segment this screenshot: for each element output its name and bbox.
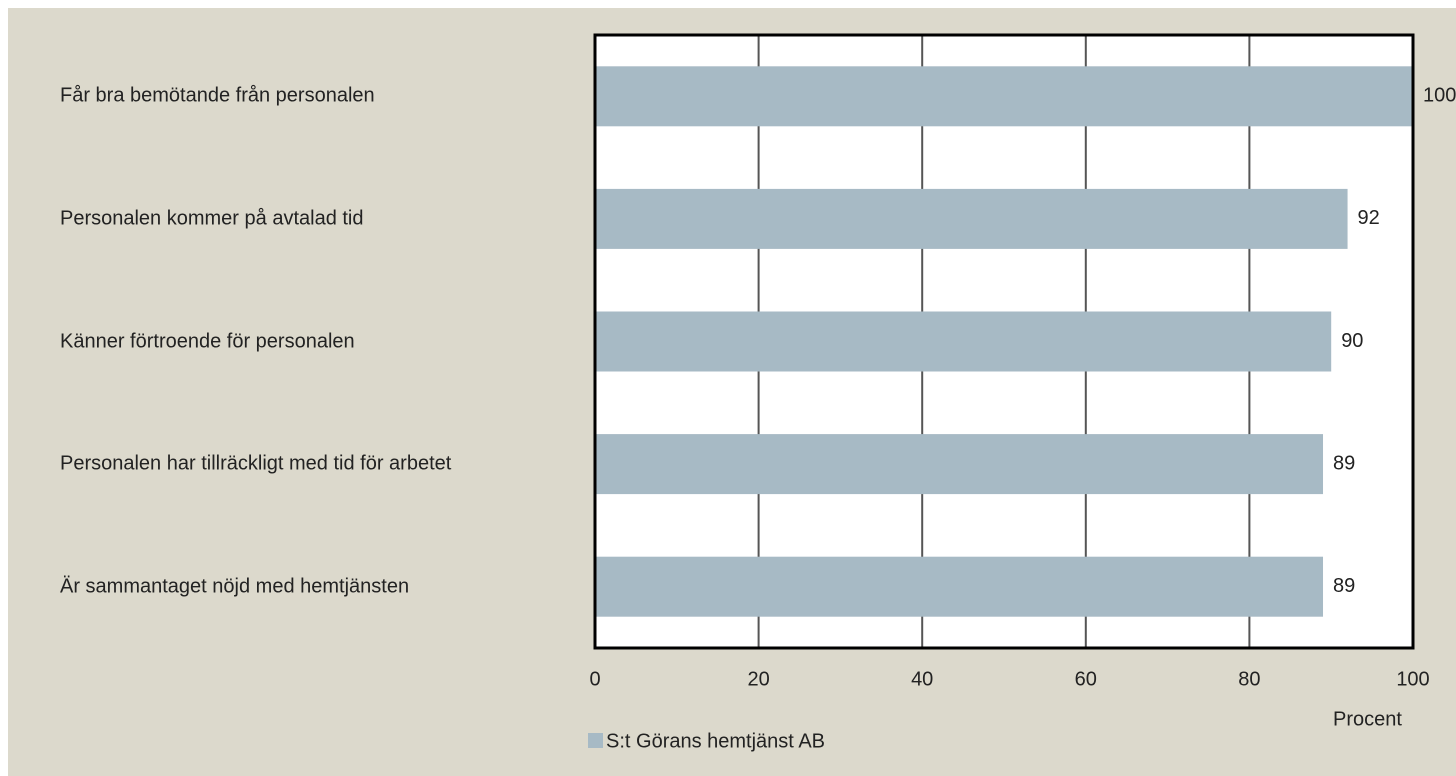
legend-label: S:t Görans hemtjänst AB <box>606 730 825 752</box>
x-tick-label: 40 <box>911 668 933 690</box>
x-tick-label: 80 <box>1238 668 1260 690</box>
plot-border <box>593 33 1415 650</box>
category-label: Känner förtroende för personalen <box>60 330 355 352</box>
value-label: 90 <box>1341 330 1363 352</box>
chart: 0 20 40 60 80 100 100 92 90 89 89 Procent S:t Görans… <box>588 33 1456 752</box>
value-label: 89 <box>1333 452 1355 474</box>
bar <box>595 66 1413 127</box>
category-label: Får bra bemötande från personalen <box>60 84 375 107</box>
bar <box>595 556 1324 617</box>
x-tick-label: 100 <box>1396 668 1429 690</box>
x-tick-label: 60 <box>1075 668 1097 690</box>
value-label: 89 <box>1333 575 1355 597</box>
bar <box>595 434 1324 495</box>
bar <box>595 188 1348 249</box>
value-label: 92 <box>1358 207 1380 229</box>
category-label: Personalen kommer på avtalad tid <box>60 207 364 230</box>
value-label: 100 <box>1423 85 1456 107</box>
category-label: Personalen har tillräckligt med tid för … <box>60 452 452 475</box>
bar <box>595 311 1332 372</box>
x-tick-label: 0 <box>589 668 600 690</box>
category-label: Är sammantaget nöjd med hemtjänsten <box>60 575 410 598</box>
chart-panel: 0 20 40 60 80 100 100 92 90 89 89 Procent S:t Görans… <box>8 8 1456 776</box>
x-axis-label: Procent <box>1333 708 1402 730</box>
legend-swatch <box>588 733 603 748</box>
x-tick-label: 20 <box>747 668 769 690</box>
